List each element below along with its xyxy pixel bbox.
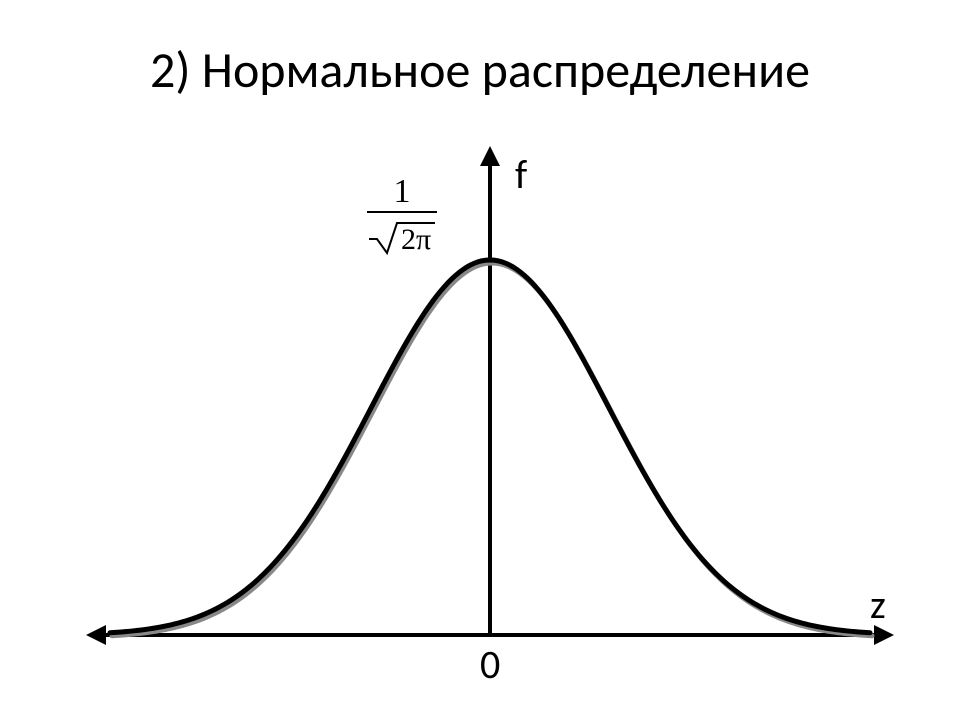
slide: 2) Нормальное распределение f z 0 1 2π (0, 0, 960, 720)
x-axis-label: z (870, 580, 886, 629)
normal-distribution-chart: f z 0 1 2π (70, 130, 910, 670)
chart-svg (70, 130, 910, 670)
slide-title: 2) Нормальное распределение (0, 40, 960, 101)
peak-value-formula: 1 2π (367, 175, 437, 257)
formula-numerator: 1 (367, 175, 437, 213)
y-axis-label: f (515, 150, 527, 199)
origin-label: 0 (480, 640, 500, 689)
radicand: 2π (401, 223, 431, 256)
formula-denominator: 2π (367, 213, 437, 257)
sqrt-icon: 2π (367, 217, 437, 257)
